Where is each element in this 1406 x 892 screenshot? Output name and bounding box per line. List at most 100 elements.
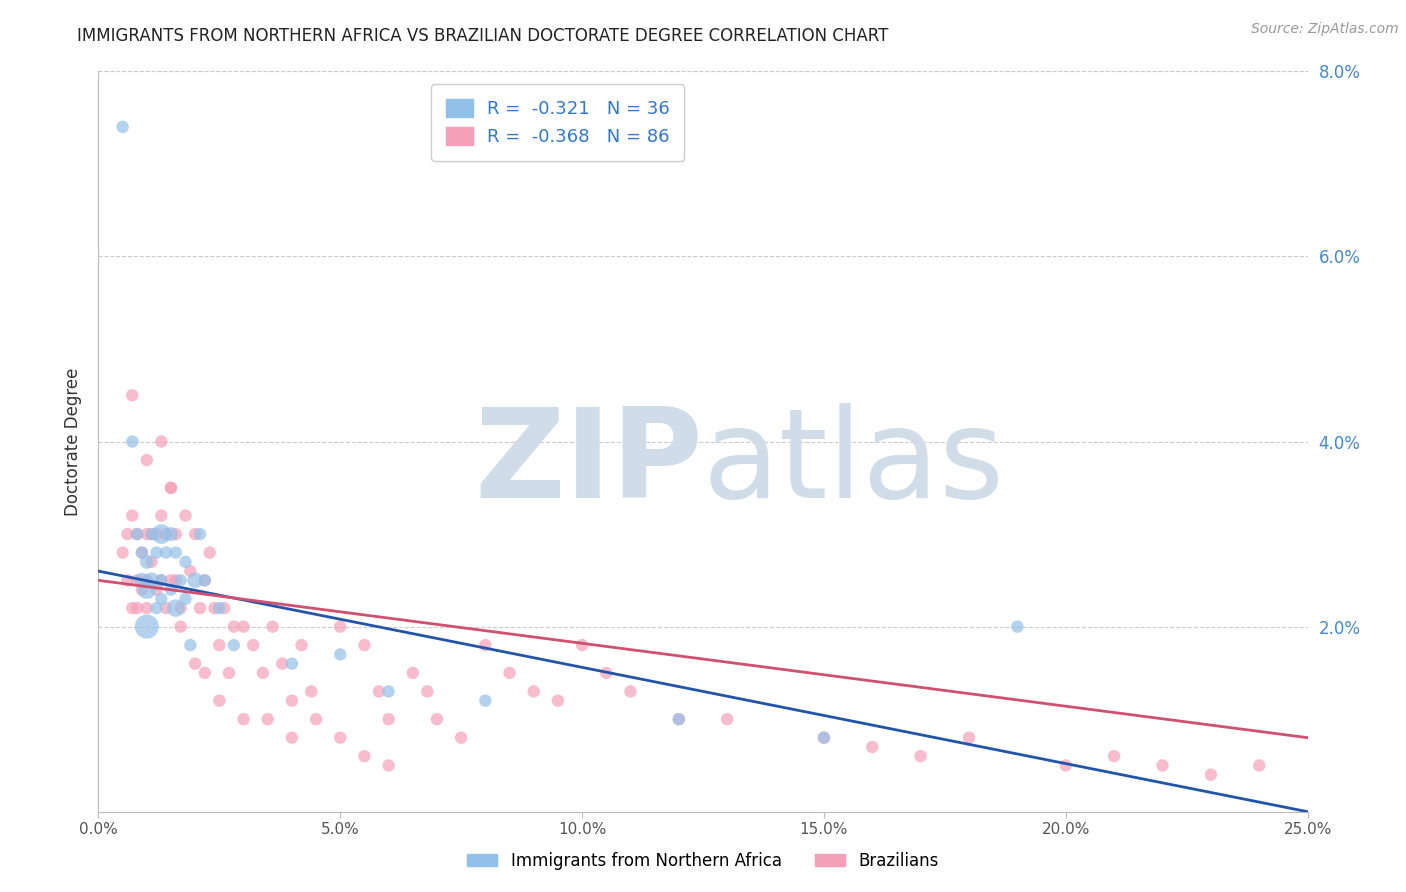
Point [198, 545, 221, 560]
Point [813, 731, 835, 745]
Point [145, 582, 167, 597]
Point [208, 638, 231, 652]
Point [281, 731, 304, 745]
Point [111, 545, 134, 560]
Point [184, 527, 207, 541]
Point [1199, 767, 1222, 781]
Point [165, 574, 187, 588]
Point [353, 638, 375, 652]
Point [194, 665, 217, 680]
Point [145, 545, 167, 560]
Point [160, 527, 183, 541]
Point [218, 665, 240, 680]
Text: atlas: atlas [703, 403, 1005, 524]
Point [188, 601, 211, 615]
Point [204, 601, 226, 615]
Point [141, 555, 163, 569]
Point [474, 694, 496, 708]
Point [212, 601, 235, 615]
Text: Source: ZipAtlas.com: Source: ZipAtlas.com [1251, 22, 1399, 37]
Point [426, 712, 449, 726]
Point [111, 120, 134, 134]
Point [1249, 758, 1271, 772]
Point [910, 749, 932, 764]
Point [131, 545, 153, 560]
Point [377, 712, 399, 726]
Point [668, 712, 690, 726]
Point [165, 545, 187, 560]
Point [155, 545, 177, 560]
Point [117, 527, 139, 541]
Point [222, 619, 245, 633]
Point [242, 638, 264, 652]
Point [155, 601, 177, 615]
Point [256, 712, 278, 726]
Point [353, 749, 375, 764]
Point [252, 665, 274, 680]
Point [131, 545, 153, 560]
Point [127, 527, 149, 541]
Point [160, 582, 183, 597]
Point [271, 657, 294, 671]
Point [150, 574, 173, 588]
Point [1054, 758, 1077, 772]
Point [281, 694, 304, 708]
Text: ZIP: ZIP [474, 403, 703, 524]
Point [281, 657, 304, 671]
Y-axis label: Doctorate Degree: Doctorate Degree [63, 368, 82, 516]
Point [194, 574, 217, 588]
Point [368, 684, 391, 698]
Point [135, 574, 157, 588]
Point [813, 731, 835, 745]
Point [402, 665, 425, 680]
Point [716, 712, 738, 726]
Point [668, 712, 690, 726]
Point [416, 684, 439, 698]
Point [184, 657, 207, 671]
Point [131, 574, 153, 588]
Point [174, 508, 197, 523]
Point [305, 712, 328, 726]
Point [121, 601, 143, 615]
Point [571, 638, 593, 652]
Point [179, 564, 201, 578]
Point [169, 619, 191, 633]
Point [135, 619, 157, 633]
Point [547, 694, 569, 708]
Point [179, 638, 201, 652]
Point [127, 527, 149, 541]
Point [450, 731, 472, 745]
Point [174, 591, 197, 606]
Point [1152, 758, 1174, 772]
Point [329, 731, 352, 745]
Point [222, 638, 245, 652]
Point [169, 601, 191, 615]
Point [290, 638, 312, 652]
Point [165, 527, 187, 541]
Point [169, 574, 191, 588]
Point [188, 527, 211, 541]
Point [232, 619, 254, 633]
Point [141, 574, 163, 588]
Point [117, 574, 139, 588]
Point [121, 434, 143, 449]
Point [160, 574, 183, 588]
Point [377, 758, 399, 772]
Point [299, 684, 322, 698]
Point [329, 648, 352, 662]
Point [208, 601, 231, 615]
Point [141, 527, 163, 541]
Point [150, 574, 173, 588]
Point [145, 527, 167, 541]
Text: IMMIGRANTS FROM NORTHERN AFRICA VS BRAZILIAN DOCTORATE DEGREE CORRELATION CHART: IMMIGRANTS FROM NORTHERN AFRICA VS BRAZI… [77, 27, 889, 45]
Point [131, 582, 153, 597]
Legend: Immigrants from Northern Africa, Brazilians: Immigrants from Northern Africa, Brazili… [461, 846, 945, 877]
Point [194, 574, 217, 588]
Point [150, 527, 173, 541]
Point [1102, 749, 1125, 764]
Point [121, 508, 143, 523]
Point [208, 694, 231, 708]
Point [957, 731, 980, 745]
Point [141, 527, 163, 541]
Point [377, 684, 399, 698]
